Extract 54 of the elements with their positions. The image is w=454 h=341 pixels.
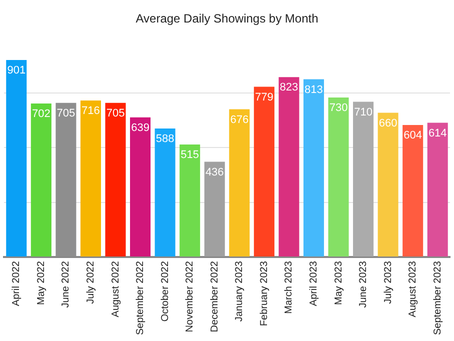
bar	[427, 122, 448, 257]
data-label: 639	[131, 122, 150, 134]
bar	[80, 100, 101, 257]
x-tick-label: August 2022	[110, 260, 122, 318]
bar	[180, 144, 200, 257]
data-label: 705	[106, 107, 125, 120]
bar	[378, 112, 398, 257]
bar	[30, 104, 52, 257]
x-tick-label: December 2022	[209, 260, 220, 332]
data-label: 813	[304, 84, 323, 96]
bar	[204, 162, 225, 257]
x-tick-label: May 2023	[333, 260, 344, 305]
data-label: 588	[156, 133, 174, 146]
x-tick-label: September 2022	[135, 260, 146, 336]
x-tick-label: March 2023	[284, 260, 295, 314]
data-label: 716	[82, 105, 100, 118]
bar	[130, 117, 151, 257]
data-label: 676	[230, 114, 249, 126]
x-tick-label: October 2022	[160, 260, 171, 322]
data-label: 823	[280, 82, 298, 94]
data-label: 702	[32, 108, 50, 120]
x-tick-label: August 2023	[408, 260, 419, 318]
data-label: 436	[205, 166, 224, 178]
x-tick-label: January 2023	[234, 260, 246, 322]
bar	[303, 79, 324, 257]
bar	[229, 109, 250, 257]
data-label: 705	[56, 107, 76, 120]
data-label: 901	[7, 64, 26, 77]
data-label: 730	[329, 102, 348, 114]
bar	[328, 97, 349, 257]
data-label: 515	[180, 148, 200, 161]
x-tick-label: April 2023	[308, 260, 320, 306]
x-tick-label: June 2022	[60, 260, 72, 308]
x-tick-label: July 2023	[382, 260, 394, 304]
chart-title: Average Daily Showings by Month	[136, 12, 318, 26]
bar	[353, 102, 374, 257]
data-label: 710	[354, 106, 372, 118]
bar	[278, 77, 300, 257]
data-label: 660	[378, 117, 398, 130]
x-tick-label: June 2023	[358, 260, 370, 308]
x-tick-label: July 2022	[85, 260, 96, 304]
bar	[254, 86, 274, 257]
data-label: 779	[254, 91, 274, 104]
x-tick-label: February 2023	[258, 260, 270, 326]
x-tick-label: September 2023	[432, 260, 444, 336]
bar	[6, 60, 27, 257]
data-label: 614	[428, 127, 447, 140]
x-tick-label: May 2022	[36, 260, 47, 305]
x-tick-label: November 2022	[184, 260, 196, 332]
bar	[154, 128, 176, 257]
bar	[402, 124, 424, 257]
data-label: 604	[404, 130, 422, 142]
x-tick-label: April 2022	[11, 260, 22, 306]
bar	[105, 102, 126, 257]
